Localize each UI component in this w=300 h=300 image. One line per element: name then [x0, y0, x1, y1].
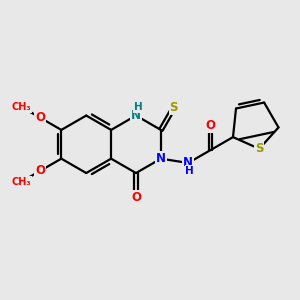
Text: O: O	[206, 119, 216, 132]
Text: N: N	[131, 109, 141, 122]
Text: O: O	[131, 191, 141, 204]
Text: H: H	[134, 103, 143, 112]
Text: S: S	[169, 101, 178, 114]
Text: O: O	[35, 164, 45, 177]
Text: O: O	[35, 111, 45, 124]
Text: CH₃: CH₃	[12, 177, 31, 187]
Text: N: N	[183, 157, 193, 169]
Text: N: N	[156, 152, 166, 165]
Text: H: H	[185, 166, 194, 176]
Text: CH₃: CH₃	[12, 102, 31, 112]
Text: S: S	[255, 142, 263, 155]
